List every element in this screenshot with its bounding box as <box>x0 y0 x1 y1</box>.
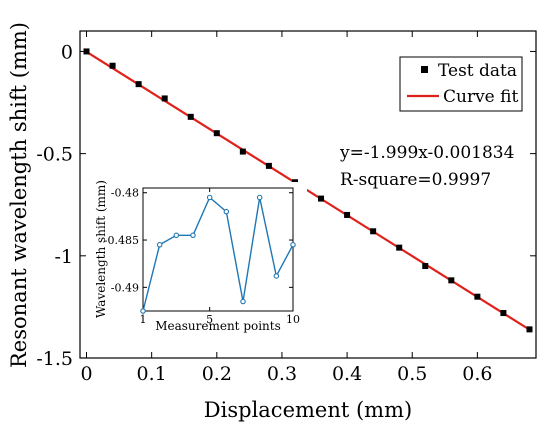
test-data-point <box>370 228 377 235</box>
inset-data-point <box>273 273 280 279</box>
inset-data-point <box>223 208 230 215</box>
test-data-point <box>187 113 194 120</box>
x-tick-label: 0.1 <box>137 363 167 385</box>
inset-y-tick-label: -0.48 <box>111 187 139 200</box>
inset-x-axis-label: Measurement points <box>155 319 281 333</box>
test-data-point <box>422 263 429 270</box>
test-data-point <box>318 195 325 202</box>
test-data-point <box>474 293 481 300</box>
y-tick-label: -0.5 <box>36 144 73 166</box>
test-data-point <box>344 211 351 218</box>
x-tick-label: 0.4 <box>332 363 362 385</box>
inset-series-line <box>142 196 294 312</box>
legend-test-data-marker <box>421 66 428 73</box>
inset-data-point <box>140 308 146 314</box>
test-data-point <box>109 62 116 69</box>
r-square-value: R-square=0.9997 <box>340 170 491 190</box>
inset-x-tick-label: 5 <box>206 313 213 326</box>
inset-data-point <box>173 232 180 239</box>
test-data-point <box>526 326 533 333</box>
legend-test-data-label: Test data <box>438 61 517 81</box>
test-data-point <box>448 277 455 284</box>
y-axis-label: Resonant wavelength shift (mm) <box>7 22 31 368</box>
inset-data-point <box>240 298 246 305</box>
y-tick-label: -1 <box>54 246 73 268</box>
x-axis-label: Displacement (mm) <box>204 398 412 422</box>
test-data-point <box>83 48 90 55</box>
inset-data-point <box>190 232 196 239</box>
inset-data-point <box>256 194 263 201</box>
inset-plot-frame <box>142 187 294 312</box>
test-data-point <box>265 162 272 169</box>
inset-data-point <box>206 194 213 201</box>
y-tick-label: -1.5 <box>36 348 73 370</box>
inset-x-tick-label: 1 <box>140 313 147 326</box>
legend: Test data Curve fit <box>399 56 523 112</box>
inset-background <box>92 182 307 332</box>
legend-curve-fit-label: Curve fit <box>443 87 518 107</box>
y-tick-label: 0 <box>61 41 73 63</box>
x-tick-label: 0.5 <box>397 363 427 385</box>
inset-y-tick-label: -0.485 <box>104 234 139 247</box>
test-data-point <box>396 244 403 251</box>
test-data-point <box>161 95 168 102</box>
curve-fit-line <box>85 50 531 331</box>
test-data-point <box>500 310 507 317</box>
main-plot-frame <box>79 30 537 359</box>
inset-data-point <box>156 242 163 248</box>
x-tick-label: 0 <box>80 363 92 385</box>
test-data-point <box>239 148 246 155</box>
inset-x-tick-label: 10 <box>286 313 300 326</box>
x-tick-label: 0.6 <box>462 363 492 385</box>
inset-data-point <box>290 242 296 248</box>
x-tick-label: 0.2 <box>202 363 232 385</box>
x-tick-label: 0.3 <box>267 363 297 385</box>
test-data-point <box>135 81 142 88</box>
inset-y-axis-label: Wavelength shift (mm) <box>94 180 108 318</box>
legend-box <box>399 56 523 112</box>
inset-y-tick-label: -0.49 <box>111 281 139 294</box>
fit-equation: y=-1.999x-0.001834 <box>339 143 514 163</box>
test-data-point <box>213 130 220 137</box>
